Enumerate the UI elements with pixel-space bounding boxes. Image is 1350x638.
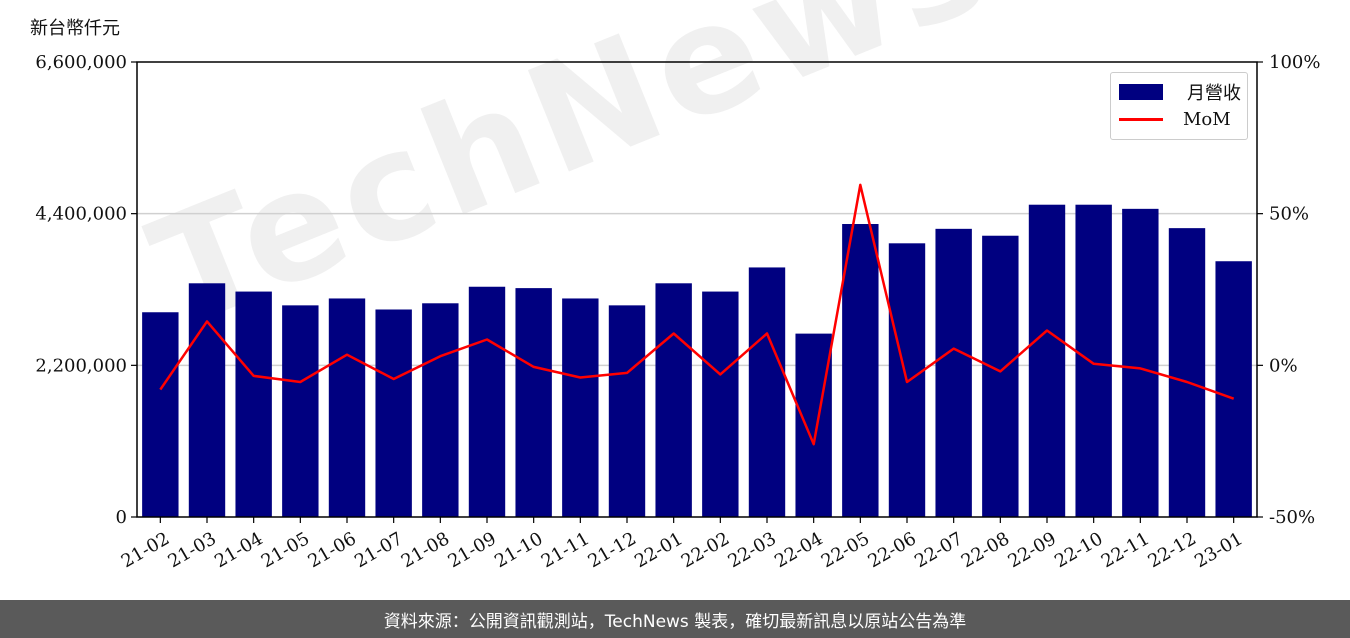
x-tick-label: 22-01 [631,528,686,572]
bar [1168,228,1206,518]
x-tick-label: 21-05 [258,528,313,572]
legend: 月營收 MoM [1110,72,1248,140]
x-tick-label: 22-11 [1098,528,1153,572]
legend-entry-bar: 月營收 [1119,79,1241,105]
bar [608,305,646,517]
x-tick-label: 21-09 [444,528,499,572]
bar [1215,261,1252,517]
y-left-tick-label: 2,200,000 [35,355,127,376]
legend-bar-label: 月營收 [1187,83,1241,104]
mom-line [159,183,1235,446]
bar [702,291,739,517]
bar [748,267,786,517]
x-tick-label: 22-07 [911,528,966,572]
y-left-tick-label: 6,600,000 [35,52,127,73]
x-tick-label: 21-07 [351,528,406,572]
x-tick-label: 22-05 [818,528,873,572]
x-tick-label: 23-01 [1191,528,1246,572]
x-tick-label: 21-02 [118,528,173,572]
legend-line-label: MoM [1183,109,1231,130]
chart-area: TechNews 0 2,200,000 4,400,000 6,600,000 -50… [30,0,1320,572]
x-tick-label: 22-04 [771,528,826,572]
bar [655,283,692,517]
x-tick-label: 22-06 [864,528,919,572]
bar [142,312,179,517]
y-left-tick-label: 0 [116,507,127,528]
bar [188,283,226,517]
bar [935,228,972,518]
y-right-tick-label: 0% [1269,355,1298,376]
x-tick-label: 21-04 [211,528,266,572]
y-axis-unit-label: 新台幣仟元 [30,18,120,39]
legend-bar-swatch [1119,84,1163,100]
y-right-tick-label: 100% [1269,52,1320,73]
x-tick-label: 21-12 [584,528,639,572]
bar [1122,208,1159,517]
bar [282,305,319,517]
plot-frame [136,61,1258,518]
x-tick-label: 22-09 [1004,528,1059,572]
x-tick-label: 21-08 [398,528,453,572]
bar [328,298,366,517]
bar [562,298,599,517]
footer-source-note: 資料來源：公開資訊觀測站，TechNews 製表，確切最新訊息以原站公告為準 [0,600,1350,638]
bar [1028,204,1066,518]
y-right-tick-label: 50% [1269,204,1309,225]
bar [795,333,832,517]
legend-line-swatch [1119,118,1163,121]
footer-text: 資料來源：公開資訊觀測站，TechNews 製表，確切最新訊息以原站公告為準 [383,611,967,632]
y-left-tick-label: 4,400,000 [35,204,127,225]
x-tick-label: 21-03 [164,528,219,572]
x-tick-label: 22-10 [1051,528,1106,572]
x-tick-label: 21-10 [491,528,546,572]
x-tick-label: 21-11 [538,528,593,572]
x-tick-label: 21-06 [304,528,359,572]
chart-svg: 0 2,200,000 4,400,000 6,600,000 -50% 0% 50% 100… [35,52,1320,572]
bar [842,224,879,517]
bar [982,235,1019,517]
x-tick-label: 22-12 [1144,528,1199,572]
bar [1075,204,1112,518]
bar [235,291,272,517]
bar [515,288,552,517]
bar [468,286,506,517]
bar [375,309,412,517]
legend-entry-line: MoM [1119,109,1231,130]
x-tick-label: 22-03 [724,528,779,572]
x-tick-label: 22-08 [958,528,1013,572]
y-right-tick-label: -50% [1269,507,1315,528]
bar [422,303,459,517]
x-tick-label: 22-02 [678,528,733,572]
